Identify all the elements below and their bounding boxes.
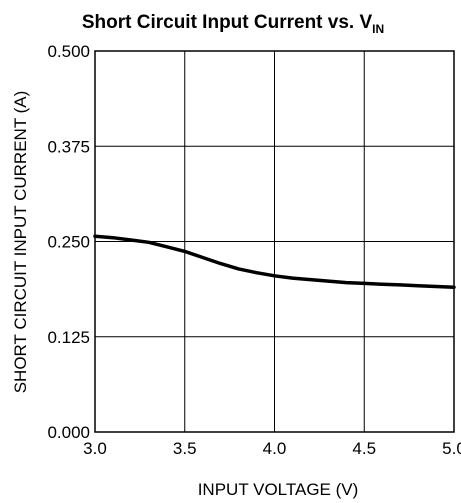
plot-border bbox=[94, 50, 455, 433]
x-tick-label: 4.5 bbox=[352, 439, 376, 458]
y-axis-label: SHORT CIRCUIT INPUT CURRENT (A) bbox=[11, 91, 30, 394]
y-tick-labels: 0.000 0.125 0.250 0.375 0.500 bbox=[47, 42, 90, 442]
y-tick-label: 0.250 bbox=[47, 233, 90, 252]
y-tick-label: 0.500 bbox=[47, 42, 90, 61]
y-tick-label: 0.125 bbox=[47, 328, 90, 347]
chart-title-subscript: IN bbox=[372, 22, 384, 36]
y-tick-label: 0.375 bbox=[47, 137, 90, 156]
x-tick-label: 4.0 bbox=[263, 439, 287, 458]
series-layer bbox=[93, 234, 456, 289]
plot-frame bbox=[94, 50, 455, 433]
y-tick-label: 0.000 bbox=[47, 423, 90, 442]
x-tick-label: 5.0 bbox=[442, 439, 461, 458]
chart-title: Short Circuit Input Current vs. VIN bbox=[82, 12, 384, 36]
x-tick-label: 3.5 bbox=[173, 439, 197, 458]
x-tick-label: 3.0 bbox=[83, 439, 107, 458]
series-line bbox=[93, 234, 456, 289]
x-axis-label: INPUT VOLTAGE (V) bbox=[198, 480, 359, 499]
chart-title-main: Short Circuit Input Current vs. V bbox=[82, 12, 373, 33]
x-tick-labels: 3.0 3.5 4.0 4.5 5.0 bbox=[83, 439, 461, 458]
